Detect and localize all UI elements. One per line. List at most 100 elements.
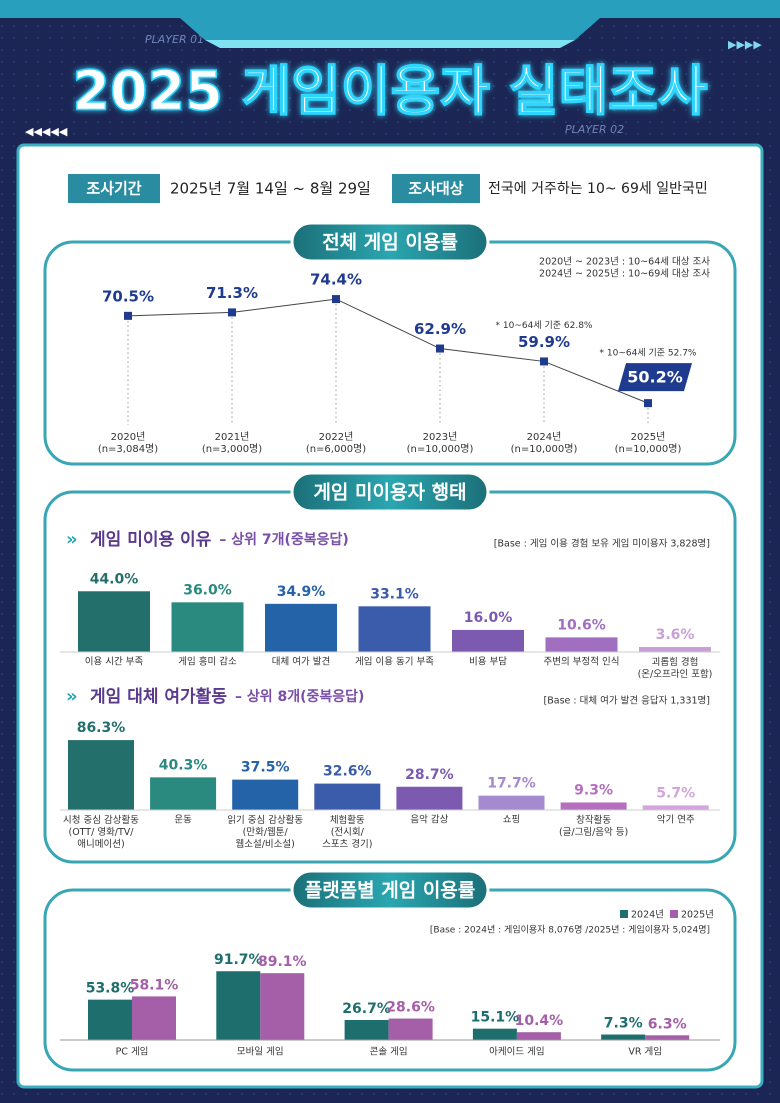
x-tick-label: (n=10,000명) [407,443,474,455]
bar [639,647,711,652]
x-tick-label: 2022년 [319,431,354,443]
label-line: (글/그림/음악 등) [559,826,628,838]
value-label: 6.3% [648,1016,687,1032]
value-label: 9.3% [574,782,613,798]
section-title-pill [290,221,490,263]
label-line: (OTT/ 영화/TV/ [68,827,134,838]
x-tick-label: 시청 중심 감상활동 (OTT/ 영화/TV/애니메이션) [63,814,139,850]
top-frame-accent [205,40,575,48]
player-tag: PLAYER 02 [565,123,624,136]
value-label: 44.0% [90,571,139,587]
line [127,298,649,404]
label-line: 창작활동 [576,814,611,826]
x-tick-label: (n=3,000명) [202,443,262,455]
arrow-deco: ◀◀◀◀◀ [25,125,68,138]
value-label: 26.7% [342,1001,391,1017]
value-label: 7.3% [604,1016,643,1032]
x-tick-label: 음악 감상 [410,814,448,826]
x-tick-label: 2024년 [527,431,562,443]
note: 2020년 ~ 2023년 : 10~64세 대상 조사 [539,257,710,268]
label-line: 시청 중심 감상활동 [63,814,139,826]
x-tick-label: (n=10,000명) [511,443,578,455]
x-tick-label: 2020년 [111,431,146,443]
legend-swatch [620,910,628,918]
bar [171,602,244,652]
highlight-box [618,363,692,392]
label-line: 웹소설/비소설) [236,839,295,850]
annotation: * 10~64세 기준 62.8% [496,320,593,331]
value-label: 74.4% [310,271,362,289]
base-note: [Base : 대체 여가 발견 응답자 1,331명] [544,695,710,707]
value-label: 91.7% [214,952,263,968]
value-label: 34.9% [277,584,326,600]
x-tick-label: (n=10,000명) [615,443,682,455]
bar [396,786,463,810]
bar [88,999,132,1040]
player-tag: PLAYER 01 [145,33,204,46]
bar [78,591,150,652]
main-title: 2025 게임이용자 실태조사 [72,60,707,123]
x-tick-label: 비용 부담 [469,656,507,668]
arrow-deco: ▶▶▶▶ [728,38,762,51]
x-tick-label: 2021년 [215,431,250,443]
label-line: 괴롭힘 경험 [652,656,699,668]
annotation: * 10~64세 기준 52.7% [600,348,697,359]
x-tick-label: 괴롭힘 경험 (온/오프라인 포함) [638,656,713,680]
bar [472,1028,517,1040]
x-tick-label: 콘솔 게임 [370,1046,408,1058]
label-line: (만화/웹툰/ [243,827,289,838]
label-line: (온/오프라인 포함) [638,669,713,680]
marker [436,344,444,353]
value-label: 28.6% [386,1000,435,1016]
marker [332,295,340,304]
marker [540,357,548,366]
bar [344,1019,389,1040]
bar [150,777,217,810]
bar [478,795,545,810]
value-label: 33.1% [370,586,419,602]
x-tick-label: 아케이드 게임 [489,1046,544,1058]
value-label: 40.3% [159,757,208,773]
value-label: 15.1% [471,1010,520,1026]
value-label: 89.1% [258,954,307,970]
chart-subtitle: – 상위 7개(중복응답) [219,531,348,548]
x-tick-label: 대체 여가 발견 [272,656,330,668]
bar [388,1018,433,1040]
value-label: 37.5% [241,760,290,776]
x-tick-label: VR 게임 [628,1046,662,1058]
bar [68,740,134,810]
bar [216,971,261,1040]
value-label: 3.6% [656,627,695,643]
x-tick-label: 2025년 [631,431,666,443]
value-label: 50.2% [627,368,683,387]
info-label-box [392,174,480,203]
value-label: 28.7% [405,767,454,783]
value-label: 59.9% [518,333,570,351]
section-title: 전체 게임 이용률 [322,232,458,254]
value-label: 36.0% [183,582,232,598]
x-tick-label: (n=6,000명) [306,443,366,455]
value-label: 32.6% [323,764,372,780]
legend-swatch [670,910,678,918]
value-label: 53.8% [86,981,135,997]
x-tick-label: 운동 [174,815,192,826]
marker [124,311,132,320]
info-label: 조사기간 [86,180,141,198]
label-line: 애니메이션) [77,839,124,850]
x-tick-label: 모바일 게임 [237,1046,284,1058]
label-line: (전시회/ [331,827,365,838]
label-line: 스포츠 경기) [322,838,372,850]
value-label: 10.6% [557,617,606,633]
label-line: 체험활동 [330,814,365,826]
chart-title: 게임 미이용 이유 [90,529,212,550]
x-tick-label: 악기 연주 [657,814,695,826]
x-tick-label: PC 게임 [116,1046,149,1058]
section-title-pill [290,471,490,513]
section-title-pill [290,869,490,911]
chevron: » [66,686,78,707]
x-tick-label: 2023년 [423,431,458,443]
info-text: 전국에 거주하는 10~ 69세 일반국민 [488,181,708,197]
x-tick-label: 이용 시간 부족 [85,657,144,668]
